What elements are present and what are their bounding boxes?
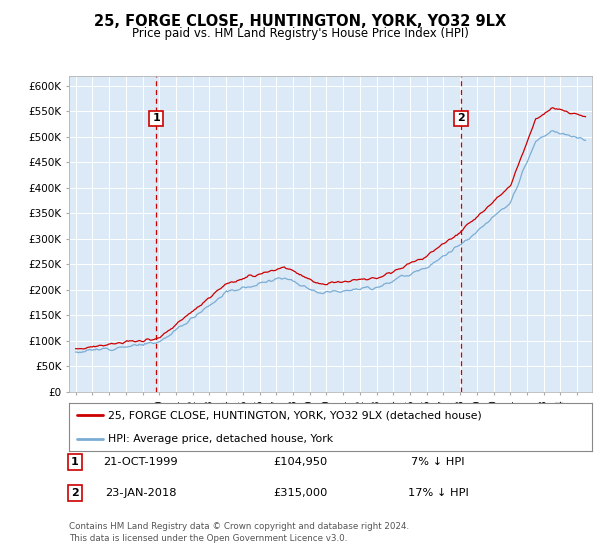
Text: 21-OCT-1999: 21-OCT-1999 xyxy=(104,457,178,467)
Text: 1: 1 xyxy=(152,113,160,123)
Text: 23-JAN-2018: 23-JAN-2018 xyxy=(105,488,177,498)
Text: HPI: Average price, detached house, York: HPI: Average price, detached house, York xyxy=(108,434,334,444)
Text: 17% ↓ HPI: 17% ↓ HPI xyxy=(407,488,469,498)
Text: 7% ↓ HPI: 7% ↓ HPI xyxy=(411,457,465,467)
Text: Contains HM Land Registry data © Crown copyright and database right 2024.
This d: Contains HM Land Registry data © Crown c… xyxy=(69,522,409,543)
Text: 2: 2 xyxy=(71,488,79,498)
Text: 2: 2 xyxy=(457,113,465,123)
Text: 25, FORGE CLOSE, HUNTINGTON, YORK, YO32 9LX (detached house): 25, FORGE CLOSE, HUNTINGTON, YORK, YO32 … xyxy=(108,410,482,420)
Text: Price paid vs. HM Land Registry's House Price Index (HPI): Price paid vs. HM Land Registry's House … xyxy=(131,27,469,40)
Text: 25, FORGE CLOSE, HUNTINGTON, YORK, YO32 9LX: 25, FORGE CLOSE, HUNTINGTON, YORK, YO32 … xyxy=(94,14,506,29)
Text: £315,000: £315,000 xyxy=(273,488,327,498)
Text: 1: 1 xyxy=(71,457,79,467)
Text: £104,950: £104,950 xyxy=(273,457,327,467)
